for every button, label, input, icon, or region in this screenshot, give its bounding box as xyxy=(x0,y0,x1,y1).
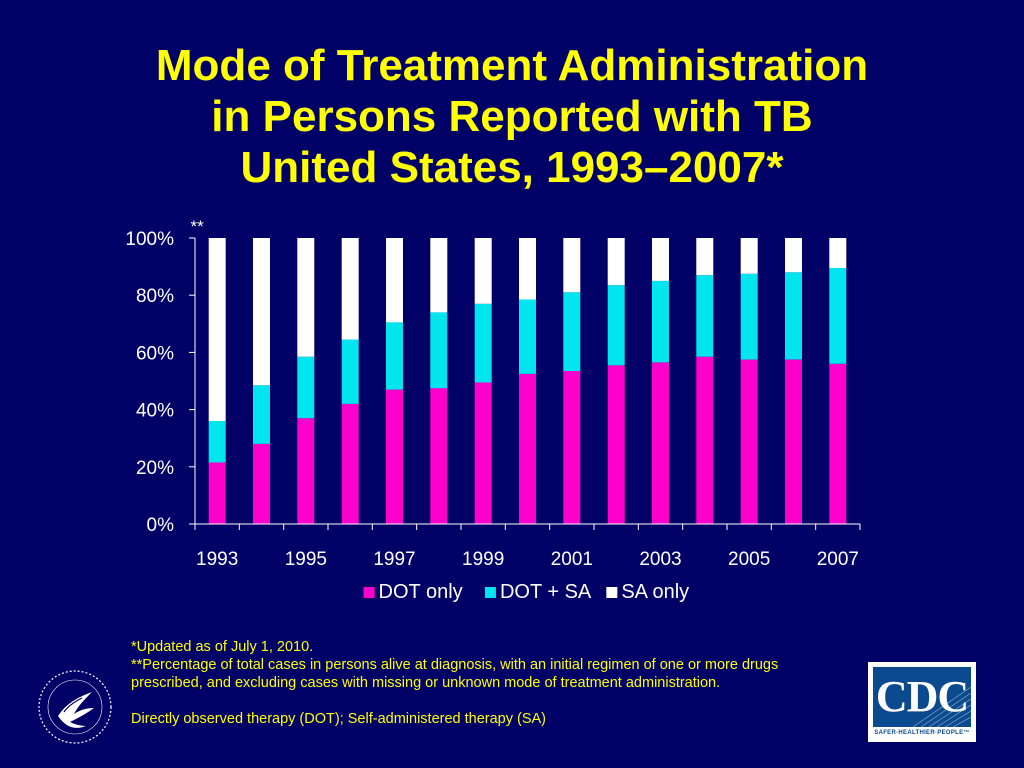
first-bar-annotation: ** xyxy=(191,217,205,236)
x-tick-label-2005: 2005 xyxy=(728,549,770,570)
bar-2003-series-2 xyxy=(652,238,669,281)
cdc-logo-text: CDC xyxy=(875,672,969,721)
bar-1998-series-2 xyxy=(430,238,448,313)
cdc-logo: CDC SAFER·HEALTHIER·PEOPLE™ xyxy=(868,662,976,742)
bar-2006-series-1 xyxy=(785,272,802,360)
bar-1993-series-0 xyxy=(208,462,226,524)
bar-1995-series-2 xyxy=(297,238,315,357)
legend-label-2: SA only xyxy=(621,581,689,603)
bar-1995-series-0 xyxy=(297,418,315,524)
title-line-3: United States, 1993–2007* xyxy=(240,143,784,192)
x-tick-label-1999: 1999 xyxy=(462,549,504,570)
hhs-seal-logo xyxy=(38,670,112,744)
bar-2002-series-0 xyxy=(607,365,625,524)
bar-2005-series-1 xyxy=(740,273,758,360)
y-tick-label-80: 80% xyxy=(136,286,174,307)
bar-2001-series-0 xyxy=(563,371,581,524)
bar-1997-series-0 xyxy=(386,389,403,524)
bar-1997-series-2 xyxy=(386,238,403,323)
bar-1998-series-0 xyxy=(430,388,448,524)
bar-1997-series-1 xyxy=(386,322,403,390)
legend-swatch-1 xyxy=(484,587,496,598)
cdc-tagline: SAFER·HEALTHIER·PEOPLE™ xyxy=(874,730,970,736)
y-tick-label-20: 20% xyxy=(136,458,174,479)
bar-1994-series-1 xyxy=(253,385,270,444)
bar-2004-series-2 xyxy=(696,238,714,276)
bar-2000-series-1 xyxy=(519,299,536,374)
bar-1994-series-2 xyxy=(253,238,270,386)
bar-2001-series-1 xyxy=(563,292,581,371)
bar-1996-series-1 xyxy=(341,339,359,404)
footnotes: *Updated as of July 1, 2010. **Percentag… xyxy=(131,638,811,728)
bar-2006-series-0 xyxy=(785,359,802,524)
bar-1993-series-2 xyxy=(208,238,226,421)
bar-2004-series-1 xyxy=(696,275,714,357)
bar-2002-series-2 xyxy=(607,238,625,286)
bar-2004-series-0 xyxy=(696,356,714,524)
bar-2005-series-0 xyxy=(740,359,758,524)
footnote-abbrev: Directly observed therapy (DOT); Self-ad… xyxy=(131,711,547,727)
bar-2007-series-0 xyxy=(829,363,847,524)
bar-2003-series-1 xyxy=(652,280,669,363)
title-line-1: Mode of Treatment Administration xyxy=(155,41,869,90)
legend-swatch-2 xyxy=(606,587,618,598)
bar-1996-series-0 xyxy=(341,403,359,524)
x-tick-label-1995: 1995 xyxy=(285,549,327,570)
bar-1994-series-0 xyxy=(253,443,270,524)
bar-1995-series-1 xyxy=(297,356,315,419)
bar-1993-series-1 xyxy=(208,421,226,463)
cdc-logo-stripes xyxy=(912,686,971,727)
y-tick-label-40: 40% xyxy=(136,401,174,422)
y-tick-label-60: 60% xyxy=(136,343,174,364)
bar-2002-series-1 xyxy=(607,285,625,366)
x-tick-label-2007: 2007 xyxy=(817,549,859,570)
bar-1996-series-2 xyxy=(341,238,359,340)
bar-1999-series-2 xyxy=(474,238,492,304)
title-line-2: in Persons Reported with TB xyxy=(211,92,813,141)
bar-1998-series-1 xyxy=(430,312,448,389)
bar-2005-series-2 xyxy=(740,238,758,274)
bar-2006-series-2 xyxy=(785,238,802,273)
bar-1999-series-1 xyxy=(474,303,492,383)
footnote-updated: *Updated as of July 1, 2010. xyxy=(131,639,314,655)
x-tick-label-1997: 1997 xyxy=(373,549,415,570)
footnote-note: **Percentage of total cases in persons a… xyxy=(131,657,779,691)
x-tick-label-1993: 1993 xyxy=(196,549,238,570)
bar-2000-series-0 xyxy=(519,373,536,524)
y-tick-label-100: 100% xyxy=(125,229,174,250)
legend-label-1: DOT + SA xyxy=(500,581,592,603)
cdc-logo-field: CDC xyxy=(873,667,971,727)
bar-2000-series-2 xyxy=(519,238,536,300)
x-tick-label-2001: 2001 xyxy=(551,549,593,570)
legend-swatch-0 xyxy=(363,587,375,598)
bar-2007-series-2 xyxy=(829,238,847,268)
bar-2001-series-2 xyxy=(563,238,581,293)
legend-label-0: DOT only xyxy=(379,581,463,603)
bar-2003-series-0 xyxy=(652,362,669,524)
x-tick-label-2003: 2003 xyxy=(639,549,681,570)
bar-2007-series-1 xyxy=(829,268,847,364)
y-tick-label-0: 0% xyxy=(147,515,175,536)
bar-1999-series-0 xyxy=(474,382,492,524)
slide-title: Mode of Treatment Administration in Pers… xyxy=(0,40,1024,193)
